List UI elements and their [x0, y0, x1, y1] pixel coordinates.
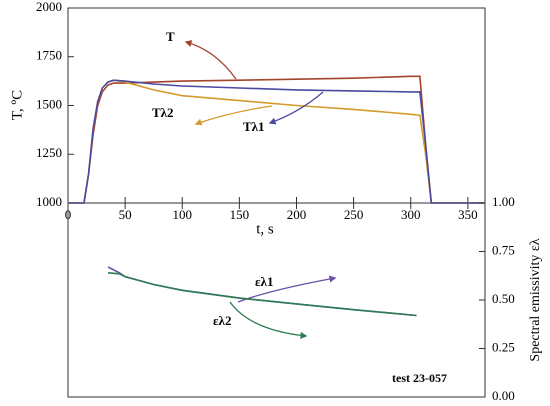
x-tick-label: 0 — [65, 207, 72, 222]
series-label: T — [166, 29, 175, 44]
y-tick-label: 1.00 — [492, 194, 515, 209]
y-tick-label: 1000 — [36, 194, 62, 209]
series-line — [68, 79, 485, 204]
y-tick-label: 0.50 — [492, 291, 515, 306]
series-label: ελ2 — [213, 313, 231, 328]
bottom-frame — [67, 202, 486, 398]
annotation: test 23-057 — [392, 371, 447, 385]
x-axis-label: t, s — [256, 221, 274, 237]
x-tick-label: 350 — [458, 207, 478, 222]
y-tick-label: 2000 — [36, 0, 62, 14]
series-label: Tλ1 — [243, 119, 265, 134]
x-tick-label: 300 — [401, 207, 421, 222]
x-tick-label: 250 — [344, 207, 364, 222]
label-arrow — [268, 91, 324, 125]
x-tick-label: 100 — [172, 207, 192, 222]
label-arrow — [229, 301, 308, 339]
series-line — [68, 75, 485, 204]
series-label: Tλ2 — [152, 105, 174, 120]
x-tick-label: 50 — [119, 207, 132, 222]
y2-axis-label: Spectral emissivity ελ — [528, 238, 543, 361]
y-tick-label: 0.00 — [492, 388, 515, 403]
label-arrow — [237, 275, 337, 303]
y-tick-label: 0.75 — [492, 242, 515, 257]
series-line — [107, 272, 417, 317]
y-tick-label: 1750 — [36, 48, 62, 63]
series-label: ελ1 — [255, 274, 273, 289]
x-tick-label: 150 — [230, 207, 250, 222]
y-tick-label: 1500 — [36, 96, 62, 111]
label-arrow — [194, 105, 273, 126]
x-tick-label: 200 — [287, 207, 307, 222]
label-arrow — [184, 40, 237, 80]
y-tick-label: 0.25 — [492, 339, 515, 354]
y-axis-label: T, ºC — [9, 90, 25, 120]
y-tick-label: 1250 — [36, 145, 62, 160]
